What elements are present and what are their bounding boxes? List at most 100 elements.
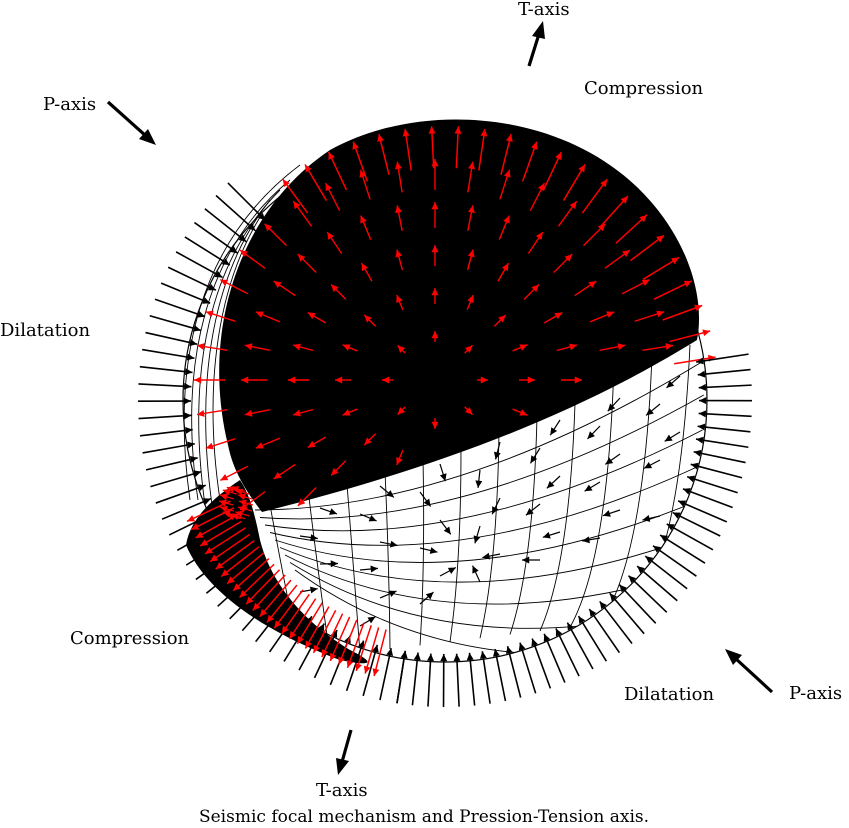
compression-arrow — [363, 314, 377, 327]
dilatation-arrow — [149, 315, 201, 332]
dilatation-arrow — [138, 412, 192, 420]
dilatation-arrow — [139, 365, 193, 376]
dilatation-arrow — [542, 531, 561, 539]
dilatation-arrow — [204, 208, 247, 243]
compression-lobe-upper — [219, 119, 700, 513]
compression-arrow — [237, 493, 253, 501]
compression-arrow — [466, 249, 475, 271]
dilatation-arrow — [518, 642, 537, 694]
dilatation-arrow — [482, 552, 501, 560]
compression-arrow — [500, 133, 513, 176]
compression-arrow — [397, 406, 406, 416]
dilatation-arrow — [167, 266, 217, 291]
compression-arrow — [523, 284, 540, 300]
compression-arrow — [521, 141, 538, 182]
compression-arrow — [363, 433, 377, 446]
compression-arrow — [297, 253, 317, 274]
p-axis-right-label: P-axis — [789, 683, 842, 704]
dilatation-arrow — [609, 592, 645, 635]
compression-arrow — [196, 409, 228, 417]
dilatation-arrow — [241, 590, 278, 632]
dilatation-arrow — [618, 584, 657, 624]
compression-arrow — [338, 619, 358, 665]
compression-arrow — [396, 449, 404, 466]
compression-arrow — [196, 343, 228, 351]
dilatation-arrow — [693, 449, 746, 464]
compression-arrow — [630, 234, 665, 262]
compression-arrow — [281, 593, 310, 635]
compression-arrow — [209, 533, 251, 563]
dilatation-arrow — [427, 653, 434, 707]
compression-arrow — [359, 169, 371, 200]
dilatation-arrow — [698, 397, 753, 405]
compression-arrow — [431, 331, 439, 342]
dilatation-arrow — [194, 221, 239, 254]
compression-arrow — [529, 182, 546, 212]
compression-arrow — [273, 463, 296, 480]
compression-arrow — [642, 256, 680, 280]
dilatation-arrow — [493, 648, 507, 702]
compression-arrow — [497, 262, 510, 282]
compression-arrow — [599, 343, 626, 352]
compression-arrow — [327, 151, 348, 191]
dilatation-arrow — [555, 628, 580, 677]
dilatation-arrow — [666, 523, 714, 551]
dilatation-arrow — [588, 608, 621, 654]
compression-arrow — [219, 493, 235, 501]
compression-arrow — [205, 310, 236, 322]
dilatation-arrow — [379, 485, 395, 498]
compression-arrow — [395, 249, 404, 271]
dilatation-arrow — [566, 622, 594, 670]
compression-arrow — [252, 574, 286, 611]
dilatation-arrow — [697, 368, 751, 378]
compression-arrow — [467, 161, 476, 193]
dilatation-arrow — [396, 650, 408, 704]
dilatation-arrow — [359, 513, 377, 522]
compression-arrow — [478, 128, 488, 171]
compression-arrow — [396, 294, 404, 311]
compression-arrow — [195, 514, 238, 539]
compression-arrow — [454, 126, 462, 169]
p-axis-left-arrow — [106, 100, 156, 145]
compression-arrow — [499, 169, 511, 200]
compression-arrow — [621, 279, 651, 295]
dilatation-arrow — [313, 629, 338, 679]
compression-arrow — [394, 161, 403, 193]
compression-arrow — [346, 622, 365, 669]
dilatation-arrow — [453, 653, 461, 707]
dilatation-arrow — [319, 560, 339, 568]
dilatation-arrow — [479, 651, 491, 704]
dilatation-arrow — [215, 194, 257, 232]
dilatation-arrow — [440, 653, 448, 708]
dilatation-arrow — [522, 556, 540, 564]
dilatation-arrow — [419, 491, 432, 507]
compression-arrow — [512, 344, 528, 352]
dilatation-arrow — [698, 383, 752, 391]
compression-top-label: Compression — [584, 78, 704, 99]
compression-arrow — [582, 223, 606, 247]
compression-arrow — [273, 280, 296, 297]
dilatation-left-label: Dilatation — [0, 320, 90, 341]
dilatation-arrow — [298, 623, 325, 671]
dilatation-arrow — [491, 497, 501, 515]
dilatation-arrow — [505, 645, 522, 698]
compression-arrow — [464, 406, 473, 416]
compression-arrow — [288, 376, 309, 384]
dilatation-right-label: Dilatation — [624, 684, 714, 705]
dilatation-arrow — [577, 615, 608, 662]
compression-arrow — [342, 408, 358, 416]
compression-arrow — [307, 311, 327, 324]
compression-arrow — [428, 126, 436, 169]
p-axis-left-label: P-axis — [43, 94, 96, 115]
dilatation-arrow — [584, 481, 601, 492]
compression-arrow — [662, 304, 703, 321]
dilatation-arrow — [155, 484, 207, 504]
dilatation-arrow — [697, 423, 751, 433]
compression-arrow — [297, 486, 317, 507]
compression-arrow — [342, 344, 358, 352]
compression-arrow — [363, 627, 380, 674]
dilatation-arrow — [195, 547, 240, 581]
compression-arrow — [397, 344, 406, 354]
compression-arrow — [307, 436, 327, 449]
